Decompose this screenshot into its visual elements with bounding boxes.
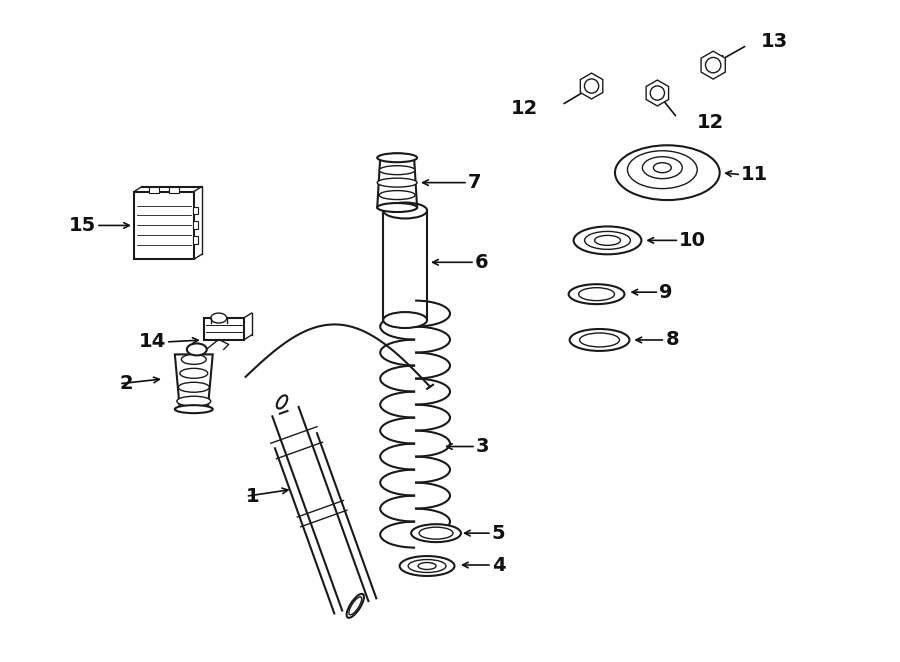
Ellipse shape xyxy=(419,527,453,539)
Text: 13: 13 xyxy=(761,32,788,51)
Ellipse shape xyxy=(377,178,417,187)
Ellipse shape xyxy=(627,151,698,189)
Ellipse shape xyxy=(615,145,720,200)
Ellipse shape xyxy=(377,203,417,212)
Ellipse shape xyxy=(176,397,211,406)
FancyBboxPatch shape xyxy=(193,207,198,214)
FancyBboxPatch shape xyxy=(134,191,194,260)
Ellipse shape xyxy=(349,597,362,615)
Ellipse shape xyxy=(643,157,682,179)
Ellipse shape xyxy=(181,354,206,364)
Ellipse shape xyxy=(178,382,209,393)
Ellipse shape xyxy=(569,284,625,304)
Text: 10: 10 xyxy=(680,231,706,250)
Circle shape xyxy=(650,86,664,100)
Text: 5: 5 xyxy=(492,524,506,543)
Polygon shape xyxy=(580,73,603,99)
Text: 11: 11 xyxy=(741,165,769,184)
Ellipse shape xyxy=(411,524,461,542)
Text: 15: 15 xyxy=(68,216,96,235)
Text: 2: 2 xyxy=(119,374,132,393)
Ellipse shape xyxy=(346,594,364,618)
Circle shape xyxy=(584,79,598,93)
Ellipse shape xyxy=(579,288,615,301)
Ellipse shape xyxy=(377,153,417,162)
Circle shape xyxy=(706,58,721,73)
Text: 1: 1 xyxy=(246,487,259,506)
FancyBboxPatch shape xyxy=(148,187,159,193)
Ellipse shape xyxy=(383,203,427,218)
Text: 9: 9 xyxy=(660,283,673,302)
Polygon shape xyxy=(383,211,427,320)
Text: 14: 14 xyxy=(139,332,166,352)
Ellipse shape xyxy=(580,333,619,347)
FancyBboxPatch shape xyxy=(193,222,198,230)
Ellipse shape xyxy=(570,329,629,351)
Text: 12: 12 xyxy=(510,99,537,118)
Ellipse shape xyxy=(379,191,415,199)
Text: 7: 7 xyxy=(468,173,482,192)
Ellipse shape xyxy=(653,163,671,173)
Ellipse shape xyxy=(595,236,620,246)
Ellipse shape xyxy=(379,166,415,175)
Polygon shape xyxy=(175,354,212,409)
Ellipse shape xyxy=(408,559,446,573)
Ellipse shape xyxy=(585,232,630,250)
Polygon shape xyxy=(701,51,725,79)
Text: 12: 12 xyxy=(698,113,724,132)
Ellipse shape xyxy=(277,395,287,408)
Text: 6: 6 xyxy=(475,253,489,272)
Ellipse shape xyxy=(175,405,212,413)
Ellipse shape xyxy=(383,312,427,328)
Ellipse shape xyxy=(382,203,413,212)
Polygon shape xyxy=(646,80,669,106)
Text: 4: 4 xyxy=(492,555,506,575)
Ellipse shape xyxy=(180,368,208,378)
FancyBboxPatch shape xyxy=(169,187,179,193)
Ellipse shape xyxy=(187,344,207,355)
FancyBboxPatch shape xyxy=(203,318,244,340)
Ellipse shape xyxy=(573,226,642,254)
Ellipse shape xyxy=(418,563,436,569)
Ellipse shape xyxy=(400,556,454,576)
Text: 3: 3 xyxy=(476,437,490,456)
Text: 8: 8 xyxy=(665,330,679,350)
Ellipse shape xyxy=(211,313,227,323)
Ellipse shape xyxy=(382,153,413,162)
FancyBboxPatch shape xyxy=(193,236,198,244)
